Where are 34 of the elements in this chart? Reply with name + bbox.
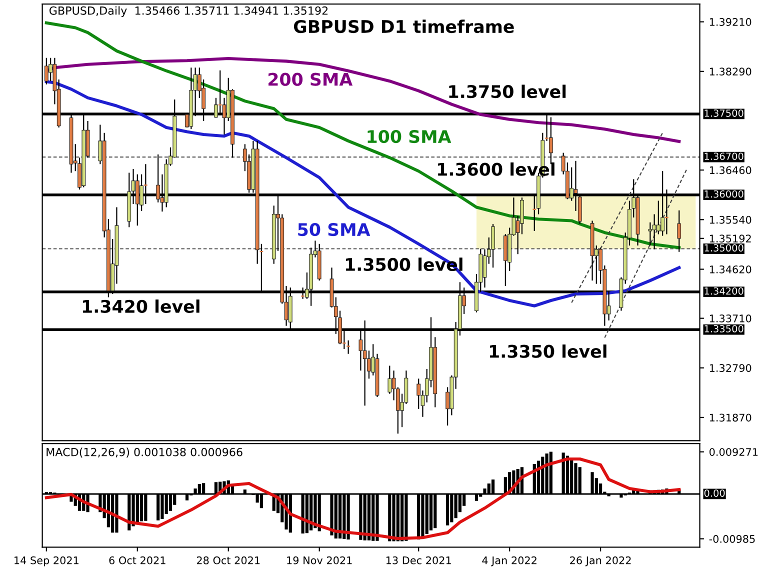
y-tick-label: 1.33710: [710, 314, 752, 322]
ref-line-label: 1.37500: [704, 109, 744, 117]
series-label: 50 SMA: [298, 222, 370, 236]
y-tick-label: -0.00985: [709, 535, 755, 543]
ref-line-label: 0.00: [704, 489, 725, 497]
y-tick-label: 1.39210: [710, 18, 752, 26]
y-tick-label: 1.36460: [710, 166, 752, 174]
y-tick-label: 1.35192: [710, 234, 751, 243]
y-tick-label: 0.009271: [710, 448, 758, 456]
y-tick-label: 1.34620: [710, 265, 752, 274]
ref-line-label: 1.34200: [704, 287, 744, 295]
y-tick-label: 1.32790: [710, 364, 752, 372]
chart-subtitle: GBPUSD,Daily 1.35466 1.35711 1.34941 1.35192: [49, 6, 328, 17]
x-tick-label: 26 Jan 2022: [570, 556, 631, 566]
ref-line-label: 1.35000: [704, 244, 744, 252]
text: GBPUSD D1 timeframe: [294, 20, 514, 34]
x-tick-label: 14 Sep 2021: [14, 556, 78, 566]
annotation: 1.3420 level: [82, 300, 200, 313]
ref-line-label: 1.36700: [704, 152, 744, 160]
x-tick-label: 4 Jan 2022: [482, 556, 536, 566]
ref-line-label: 1.36000: [704, 190, 744, 198]
x-tick-label: 19 Nov 2021: [287, 556, 352, 564]
series-label: 100 SMA: [368, 130, 452, 144]
series-label: 200 SMA: [268, 72, 353, 86]
ref-line-label: 1.33500: [704, 325, 744, 332]
x-tick-label: 28 Oct 2021: [196, 556, 260, 564]
y-tick-label: 1.38290: [710, 68, 752, 76]
y-tick-label: 1.35540: [710, 216, 752, 224]
x-tick-label: 6 Oct 2021: [109, 556, 166, 564]
chart-title: MACD(12,26,9) 0.001038 0.000966: [46, 448, 242, 458]
annotation: 1.3750 level: [449, 84, 566, 98]
annotation: 1.3350 level: [490, 344, 606, 358]
x-tick-label: 13 Dec 2021: [386, 556, 451, 564]
y-tick-label: 1.31870: [710, 414, 752, 422]
